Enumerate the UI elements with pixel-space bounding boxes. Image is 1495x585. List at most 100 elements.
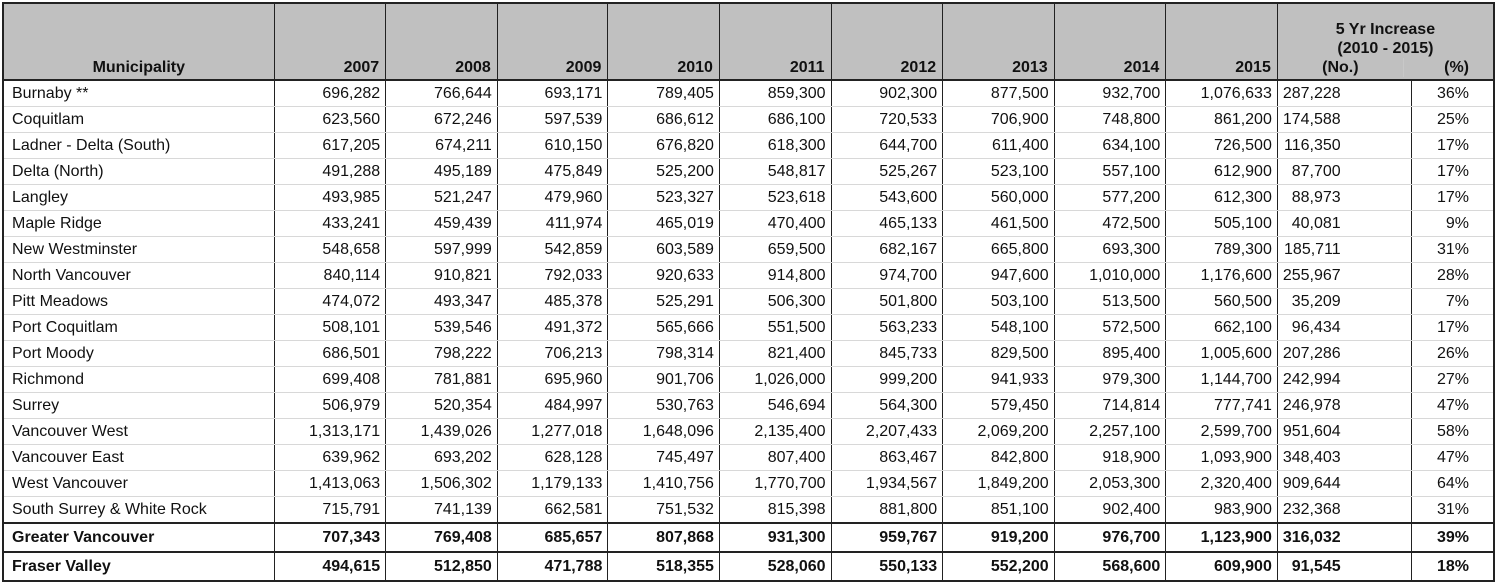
year-value: 745,497	[607, 444, 720, 471]
year-value: 781,881	[385, 366, 498, 393]
year-value: 789,300	[1165, 236, 1278, 263]
table-row: Pitt Meadows 474,072 493,347 485,378 525,291…	[2, 288, 1495, 315]
year-value: 525,291	[607, 288, 720, 315]
year-value: 525,267	[830, 158, 944, 185]
year-value: 459,439	[385, 210, 498, 237]
table-row: Coquitlam 623,560 672,246 597,539 686,612 686…	[2, 106, 1495, 133]
year-value: 518,355	[607, 551, 720, 582]
increase-number: 951,604	[1276, 418, 1412, 445]
increase-number: 316,032	[1276, 522, 1412, 553]
year-value: 513,500	[1053, 288, 1167, 315]
increase-percent: 39%	[1410, 522, 1495, 553]
year-value: 686,612	[607, 106, 720, 133]
year-value: 726,500	[1165, 132, 1278, 159]
year-value: 947,600	[942, 262, 1055, 289]
year-value: 714,814	[1053, 392, 1167, 419]
year-value: 699,408	[273, 366, 387, 393]
year-value: 918,900	[1053, 444, 1167, 471]
year-value: 543,600	[830, 184, 944, 211]
year-value: 508,101	[273, 314, 387, 341]
header-increase: 5 Yr Increase (2010 - 2015) (No.) (%)	[1276, 3, 1494, 81]
increase-title: 5 Yr Increase	[1335, 21, 1436, 38]
year-value: 530,763	[607, 392, 720, 419]
year-value: 976,700	[1053, 522, 1167, 553]
increase-percent: 7%	[1410, 288, 1495, 315]
year-value: 2,207,433	[830, 418, 944, 445]
year-value: 748,800	[1053, 106, 1167, 133]
header-year: 2012	[830, 3, 944, 81]
year-value: 411,974	[496, 210, 609, 237]
table-row: New Westminster 548,658 597,999 542,859 603,…	[2, 236, 1495, 263]
year-value: 551,500	[718, 314, 832, 341]
year-value: 472,500	[1053, 210, 1167, 237]
year-value: 693,300	[1053, 236, 1167, 263]
year-value: 623,560	[273, 106, 387, 133]
year-value: 552,200	[942, 551, 1055, 582]
year-value: 495,189	[385, 158, 498, 185]
year-value: 1,410,756	[607, 470, 720, 497]
header-year: 2015	[1165, 3, 1278, 81]
year-value: 501,800	[830, 288, 944, 315]
year-value: 1,010,000	[1053, 262, 1167, 289]
year-value: 959,767	[830, 522, 944, 553]
municipality-name: South Surrey & White Rock	[2, 496, 275, 524]
year-value: 842,800	[942, 444, 1055, 471]
year-value: 1,413,063	[273, 470, 387, 497]
year-value: 609,900	[1165, 551, 1278, 582]
year-value: 807,400	[718, 444, 832, 471]
table-row: North Vancouver 840,114 910,821 792,033 920,…	[2, 262, 1495, 289]
increase-number: 87,700	[1276, 158, 1412, 185]
year-value: 603,589	[607, 236, 720, 263]
municipality-name: Delta (North)	[2, 158, 275, 185]
year-value: 1,176,600	[1165, 262, 1278, 289]
year-value: 617,205	[273, 132, 387, 159]
year-value: 611,400	[942, 132, 1055, 159]
table-row: Vancouver East 639,962 693,202 628,128 745,4…	[2, 444, 1495, 471]
year-value: 1,026,000	[718, 366, 832, 393]
year-value: 693,171	[496, 80, 609, 107]
increase-percent: 27%	[1410, 366, 1495, 393]
increase-number: 88,973	[1276, 184, 1412, 211]
total-row: Greater Vancouver 707,343 769,408 685,657 80…	[2, 522, 1495, 553]
year-value: 798,222	[385, 340, 498, 367]
year-value: 789,405	[607, 80, 720, 107]
increase-range: (2010 - 2015)	[1337, 40, 1434, 57]
year-value: 751,532	[607, 496, 720, 524]
year-value: 433,241	[273, 210, 387, 237]
year-value: 523,618	[718, 184, 832, 211]
year-value: 1,076,633	[1165, 80, 1278, 107]
header-year: 2007	[273, 3, 387, 81]
year-value: 521,247	[385, 184, 498, 211]
year-value: 471,788	[496, 551, 609, 582]
table-body: Burnaby ** 696,282 766,644 693,171 789,405 85…	[2, 80, 1495, 582]
header-year: 2009	[496, 3, 609, 81]
year-value: 662,581	[496, 496, 609, 524]
year-value: 920,633	[607, 262, 720, 289]
year-value: 597,539	[496, 106, 609, 133]
municipality-name: Richmond	[2, 366, 275, 393]
year-value: 902,300	[830, 80, 944, 107]
municipality-name: Greater Vancouver	[2, 522, 275, 553]
year-value: 895,400	[1053, 340, 1167, 367]
year-value: 548,817	[718, 158, 832, 185]
year-value: 491,372	[496, 314, 609, 341]
year-value: 919,200	[942, 522, 1055, 553]
year-value: 563,233	[830, 314, 944, 341]
year-value: 696,282	[273, 80, 387, 107]
municipality-name: Port Moody	[2, 340, 275, 367]
municipality-name: Burnaby **	[2, 80, 275, 107]
header-no: (No.)	[1322, 59, 1359, 76]
year-value: 493,985	[273, 184, 387, 211]
municipality-name: Pitt Meadows	[2, 288, 275, 315]
year-value: 845,733	[830, 340, 944, 367]
total-row: Fraser Valley 494,615 512,850 471,788 518,35…	[2, 551, 1495, 582]
year-value: 461,500	[942, 210, 1055, 237]
year-value: 628,128	[496, 444, 609, 471]
increase-sublabels: (No.) (%)	[1284, 58, 1487, 77]
year-value: 548,658	[273, 236, 387, 263]
municipality-name: New Westminster	[2, 236, 275, 263]
year-value: 686,100	[718, 106, 832, 133]
increase-percent: 25%	[1410, 106, 1495, 133]
municipality-name: Langley	[2, 184, 275, 211]
year-value: 693,202	[385, 444, 498, 471]
